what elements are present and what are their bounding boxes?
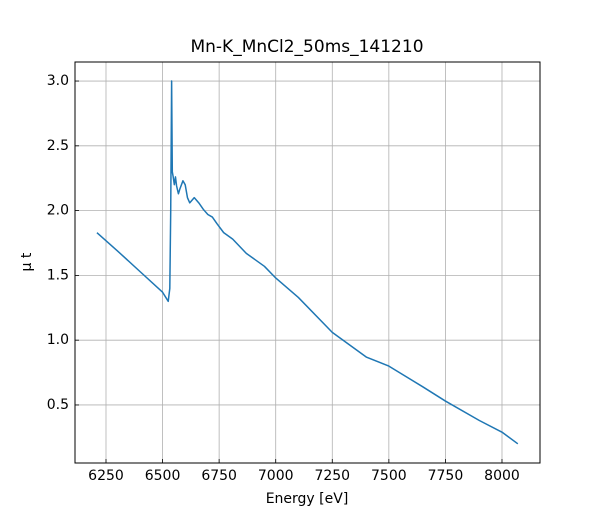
x-tick-label: 7500 [371, 468, 407, 484]
x-tick-label: 7250 [314, 468, 350, 484]
x-tick-label: 7750 [428, 468, 464, 484]
y-tick-label: 2.0 [47, 203, 69, 219]
x-tick-label: 6500 [145, 468, 181, 484]
x-tick-label: 6250 [88, 468, 124, 484]
y-tick-label: 2.5 [47, 138, 69, 154]
y-axis-label: μ t [19, 252, 35, 271]
x-tick-label: 6750 [201, 468, 237, 484]
y-tick-label: 3.0 [47, 73, 69, 89]
y-tick-label: 1.5 [47, 267, 69, 283]
data-line [96, 80, 519, 445]
x-tick-label: 7000 [258, 468, 294, 484]
x-axis-label: Energy [eV] [266, 491, 349, 507]
plot-frame [74, 61, 541, 464]
x-tick-label: 8000 [484, 468, 520, 484]
chart-title: Mn-K_MnCl2_50ms_141210 [190, 37, 423, 57]
y-tick-label: 0.5 [47, 397, 69, 413]
y-tick-label: 1.0 [47, 332, 69, 348]
